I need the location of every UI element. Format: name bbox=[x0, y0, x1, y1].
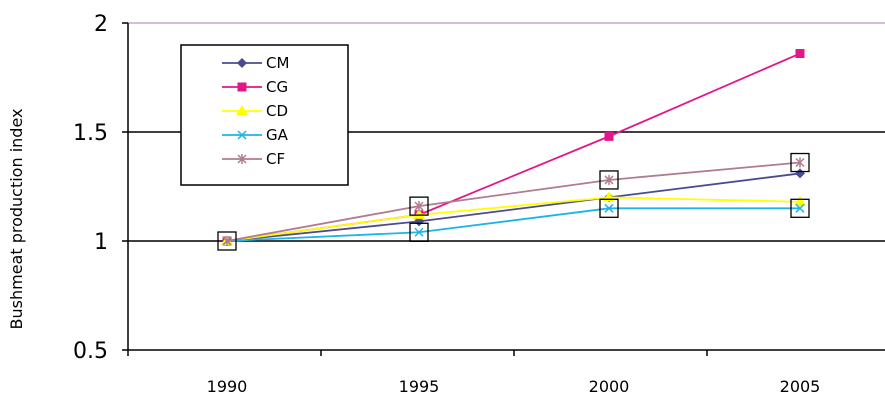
legend-marker-cg bbox=[237, 82, 247, 92]
legend-marker-ga bbox=[237, 130, 247, 140]
legend-label-ga: GA bbox=[266, 126, 289, 144]
point-ga bbox=[604, 203, 614, 213]
point-cg bbox=[604, 131, 614, 141]
x-tick-label: 2000 bbox=[589, 377, 630, 396]
legend-label-cd: CD bbox=[266, 102, 288, 120]
highlight-boxes bbox=[217, 152, 810, 251]
y-tick-label: 0.5 bbox=[73, 339, 108, 364]
highlight-box bbox=[790, 152, 810, 173]
highlight-box bbox=[409, 222, 429, 242]
y-axis-label: Bushmeat production index bbox=[7, 109, 26, 330]
point-cf bbox=[222, 236, 232, 246]
x-tick-labels: 1990 1995 2000 2005 bbox=[207, 377, 821, 396]
x-tick-label: 1995 bbox=[399, 377, 440, 396]
series-lines bbox=[221, 49, 806, 246]
point-cf bbox=[604, 174, 614, 185]
point-cm bbox=[795, 168, 805, 179]
highlight-box bbox=[409, 196, 429, 216]
legend: CM CG CD GA CF bbox=[180, 44, 349, 186]
point-cg bbox=[795, 49, 805, 59]
y-tick-label: 1.5 bbox=[73, 121, 108, 146]
y-tick-label: 1 bbox=[94, 230, 108, 255]
point-cf bbox=[414, 201, 424, 212]
highlight-box bbox=[599, 170, 619, 190]
highlight-box bbox=[217, 231, 237, 251]
legend-marker-cf bbox=[237, 154, 247, 164]
legend-marker-cm bbox=[237, 58, 247, 68]
series-line-ga bbox=[226, 207, 800, 242]
series-line-cf bbox=[226, 161, 801, 242]
x-tick-label: 2005 bbox=[780, 377, 821, 396]
point-cd bbox=[413, 208, 425, 219]
highlight-box bbox=[599, 198, 619, 218]
x-tick-label: 1990 bbox=[207, 377, 248, 396]
series-line-cd bbox=[226, 196, 801, 242]
y-tick-labels: 0.5 1 1.5 2 bbox=[73, 12, 108, 364]
legend-marker-cd bbox=[236, 105, 248, 115]
y-tick-label: 2 bbox=[94, 12, 108, 37]
point-cd bbox=[794, 195, 806, 206]
legend-label-cm: CM bbox=[266, 54, 289, 72]
series-line-cm bbox=[226, 172, 801, 242]
highlight-box bbox=[790, 198, 810, 218]
point-cf bbox=[795, 157, 805, 168]
axes bbox=[122, 22, 885, 356]
legend-label-cf: CF bbox=[266, 150, 285, 168]
point-ga bbox=[414, 227, 424, 237]
legend-label-cg: CG bbox=[266, 78, 288, 96]
point-ga bbox=[795, 203, 805, 213]
legend-box bbox=[180, 44, 349, 186]
